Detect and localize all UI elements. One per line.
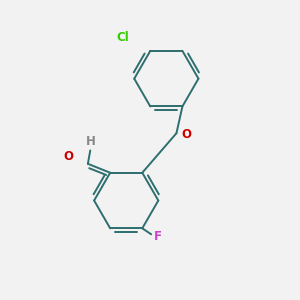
Text: F: F (154, 230, 162, 243)
Text: Cl: Cl (117, 31, 130, 44)
Text: O: O (64, 150, 74, 163)
Text: O: O (182, 128, 192, 141)
Text: H: H (86, 135, 96, 148)
